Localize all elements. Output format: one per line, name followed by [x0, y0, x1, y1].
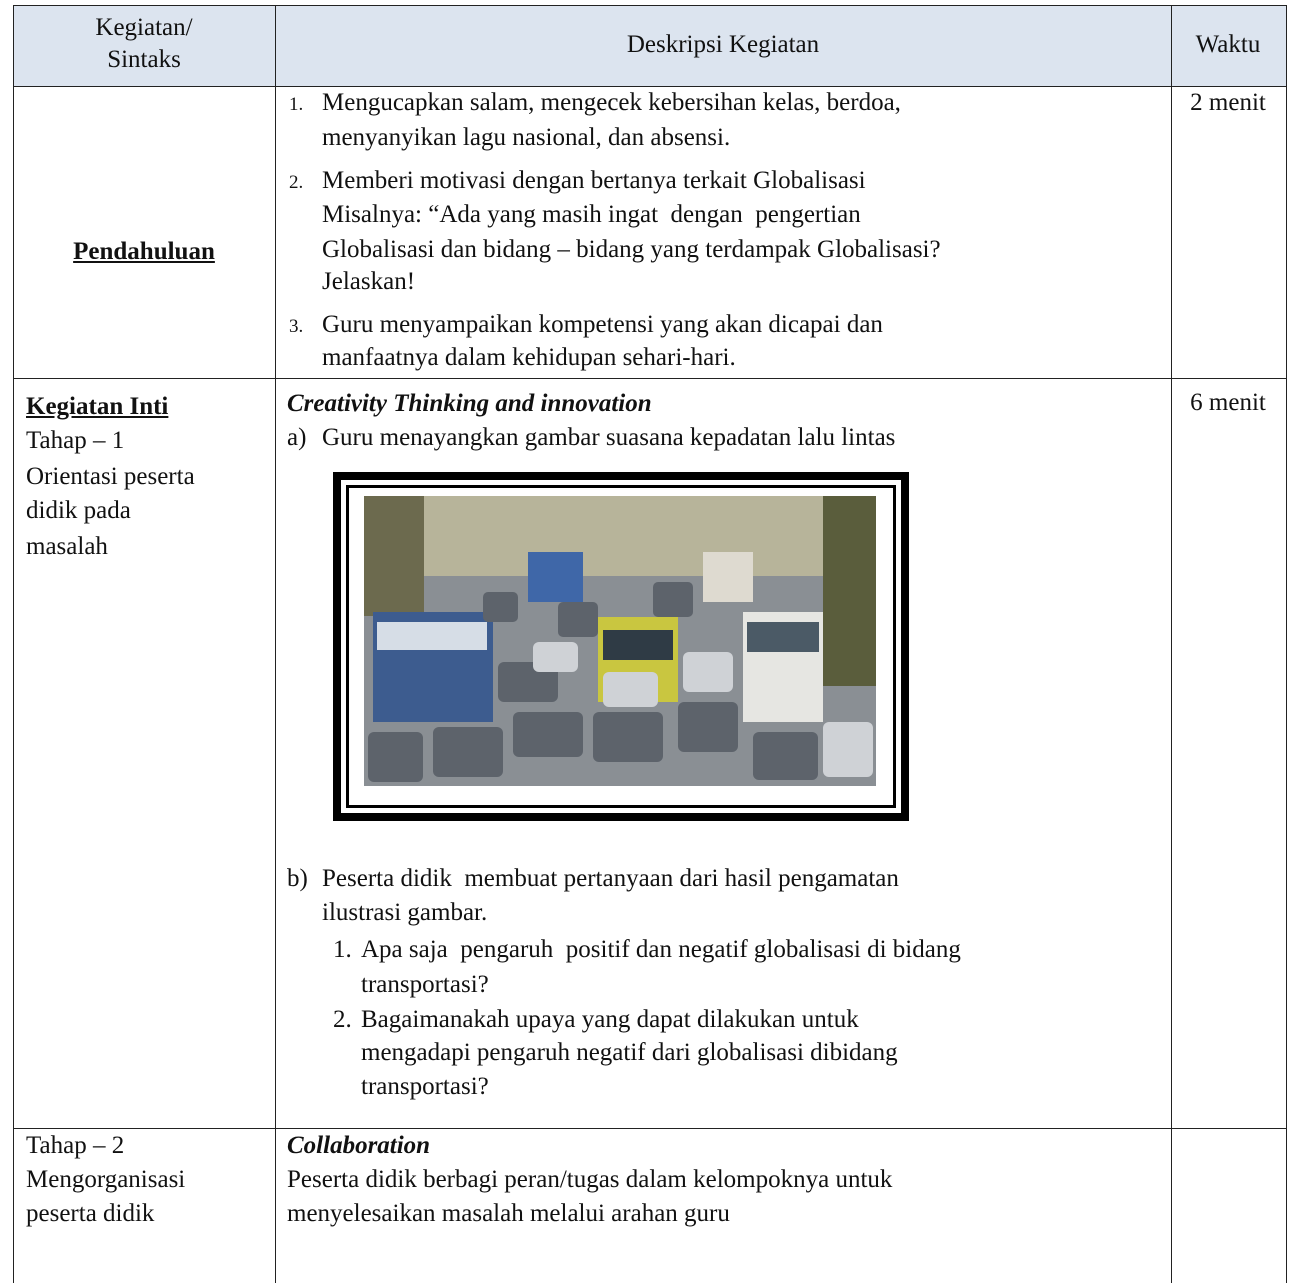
list-number: 1. — [333, 936, 352, 963]
activity-text: Tahap – 2 — [26, 1132, 125, 1159]
activity-text: peserta didik — [26, 1200, 155, 1227]
list-number: 2. — [289, 172, 304, 193]
border — [13, 1128, 1287, 1129]
activity-text: Orientasi peserta — [26, 463, 195, 490]
list-text: menyanyikan lagu nasional, dan absensi. — [322, 124, 731, 151]
traffic-photo — [333, 472, 909, 821]
border — [13, 5, 1287, 6]
list-number: 2. — [333, 1006, 352, 1033]
header-cell: Kegiatan/ — [95, 14, 193, 41]
list-number: 1. — [289, 94, 304, 115]
border — [1286, 5, 1287, 1283]
list-number: b) — [287, 865, 308, 892]
description-text: Peserta didik berbagi peran/tugas dalam … — [287, 1166, 893, 1193]
list-text: Apa saja pengaruh positif dan negatif gl… — [361, 936, 961, 963]
list-text: Guru menayangkan gambar suasana kepadata… — [322, 424, 896, 451]
list-text: Bagaimanakah upaya yang dapat dilakukan … — [361, 1006, 859, 1033]
activity-text: Tahap – 1 — [26, 427, 125, 454]
section-title: Pendahuluan — [73, 238, 215, 265]
time-cell: 6 menit — [1190, 389, 1266, 416]
activity-text: masalah — [26, 533, 108, 560]
activity-text: didik pada — [26, 497, 131, 524]
list-text: transportasi? — [361, 971, 489, 998]
list-text: Mengucapkan salam, mengecek kebersihan k… — [322, 89, 901, 116]
list-text: Memberi motivasi dengan bertanya terkait… — [322, 167, 866, 194]
list-text: manfaatnya dalam kehidupan sehari-hari. — [322, 344, 736, 371]
border — [13, 378, 1287, 379]
border — [13, 5, 14, 1283]
section-heading: Collaboration — [287, 1132, 431, 1159]
border — [1171, 5, 1172, 1283]
header-background — [13, 5, 1286, 86]
list-text: Jelaskan! — [322, 268, 416, 295]
border — [275, 5, 276, 1283]
list-text: mengadapi pengaruh negatif dari globalis… — [361, 1039, 898, 1066]
border — [13, 86, 1287, 87]
header-cell: Waktu — [1195, 31, 1261, 58]
activity-text: Mengorganisasi — [26, 1166, 186, 1193]
section-title: Kegiatan Inti — [26, 393, 169, 420]
header-cell: Sintaks — [107, 46, 181, 73]
list-text: Peserta didik membuat pertanyaan dari ha… — [322, 865, 899, 892]
time-cell: 2 menit — [1190, 89, 1266, 116]
list-number: a) — [287, 424, 307, 451]
list-text: Misalnya: “Ada yang masih ingat dengan p… — [322, 201, 861, 228]
list-number: 3. — [289, 316, 304, 337]
list-text: Guru menyampaikan kompetensi yang akan d… — [322, 311, 883, 338]
list-text: Globalisasi dan bidang – bidang yang ter… — [322, 236, 941, 263]
section-heading: Creativity Thinking and innovation — [287, 390, 652, 417]
list-text: ilustrasi gambar. — [322, 899, 488, 926]
description-text: menyelesaikan masalah melalui arahan gur… — [287, 1200, 730, 1227]
header-cell: Deskripsi Kegiatan — [626, 31, 820, 58]
list-text: transportasi? — [361, 1073, 489, 1100]
